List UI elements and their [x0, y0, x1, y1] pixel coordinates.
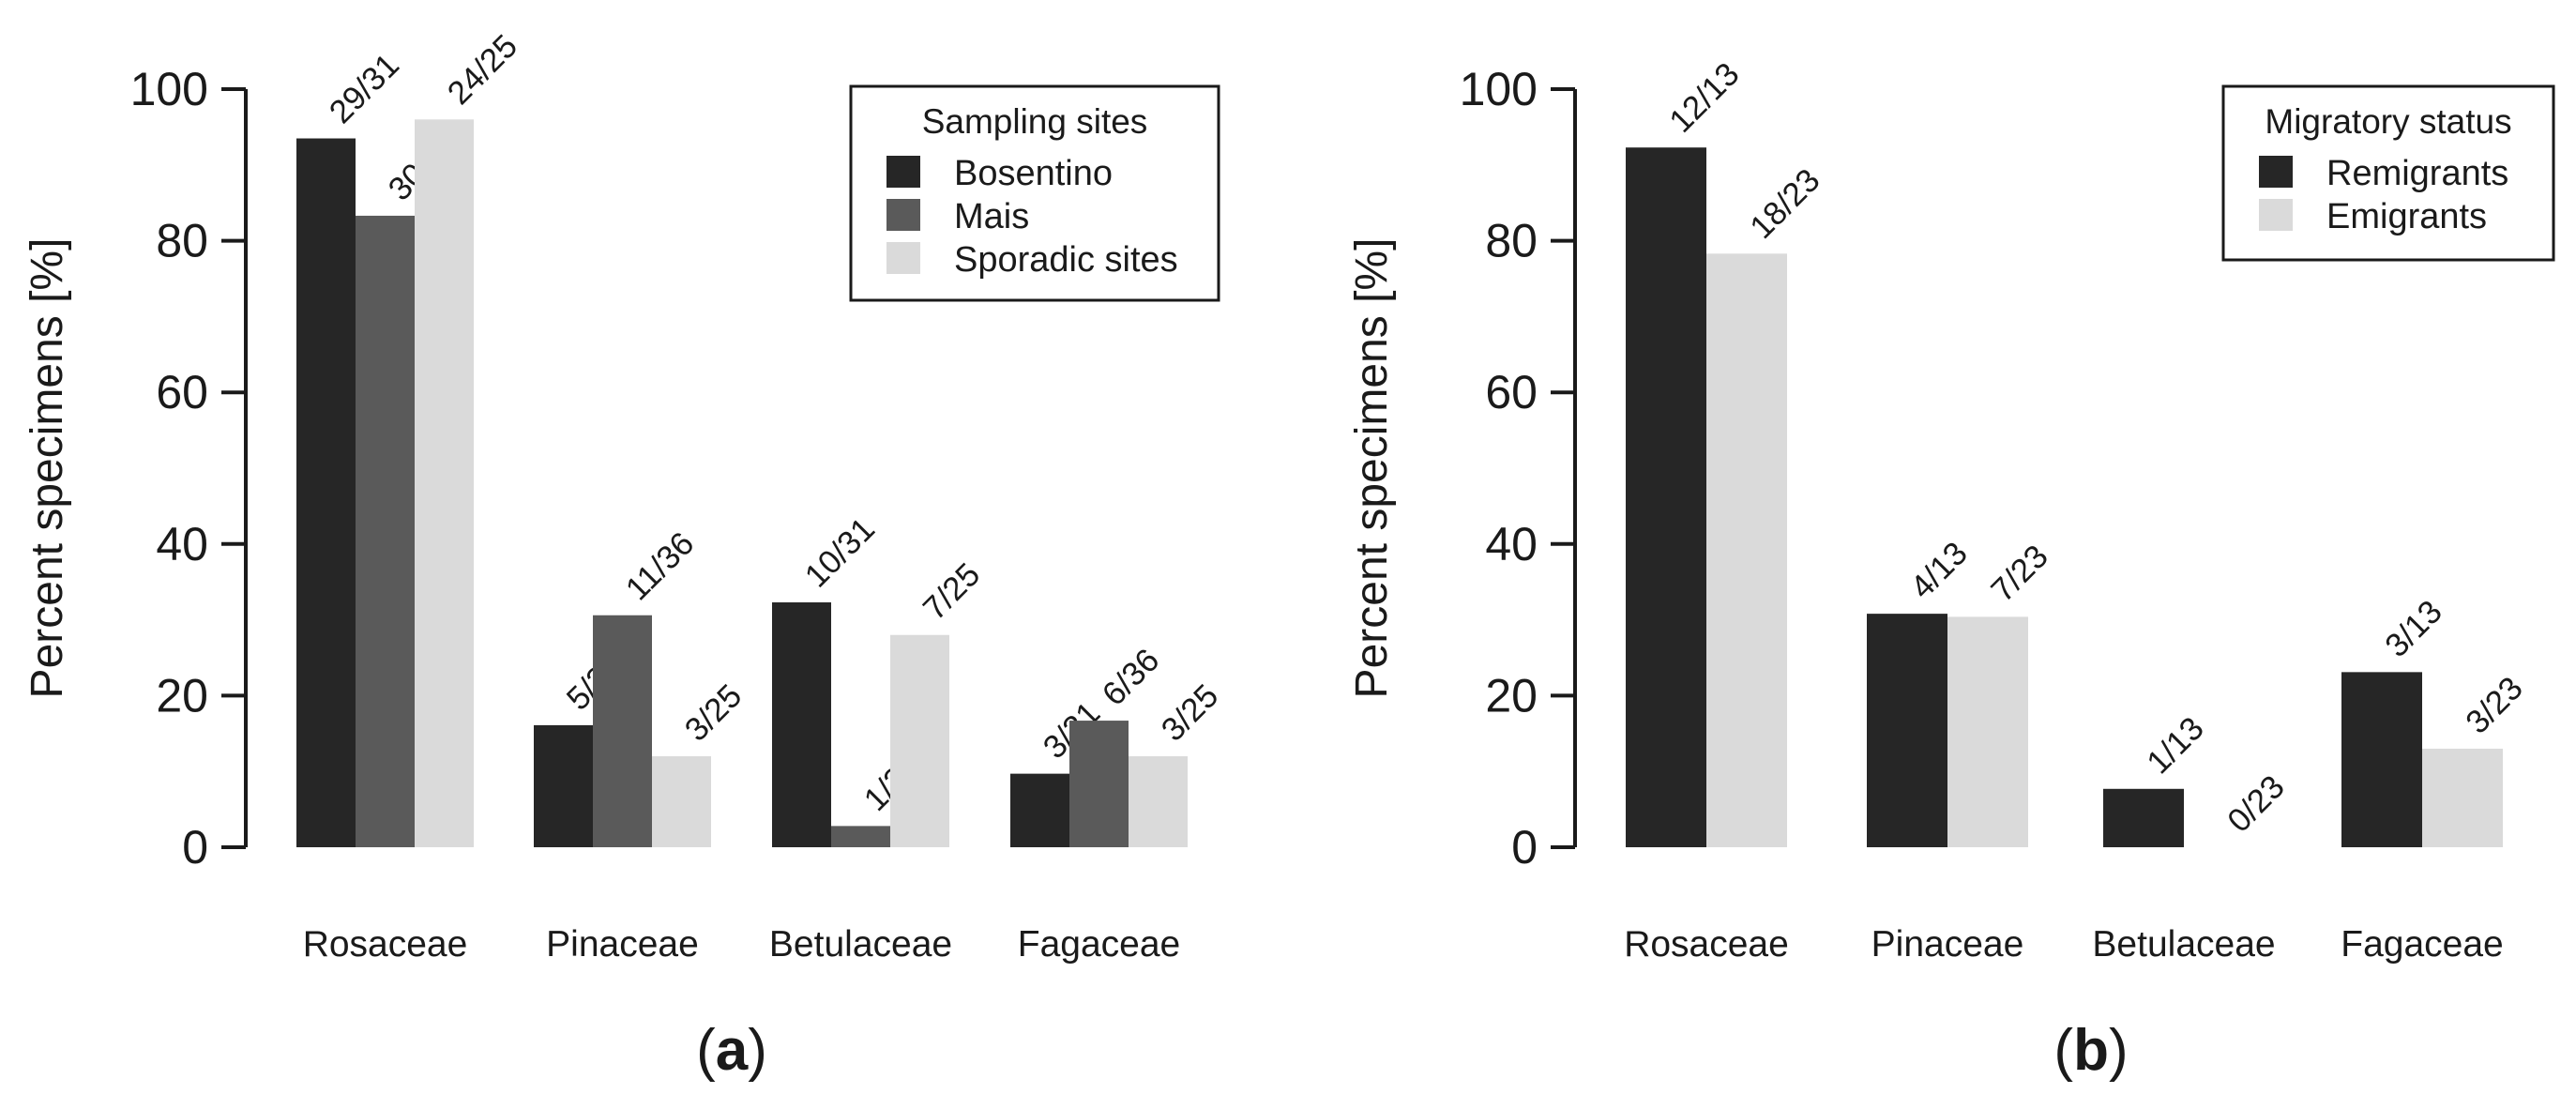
bar — [2422, 748, 2503, 847]
legend-title: Migratory status — [2265, 102, 2511, 141]
x-tick-label: Pinaceae — [1871, 924, 2024, 965]
bar — [1867, 614, 1947, 847]
data-label: 1/13 — [2140, 710, 2211, 782]
x-tick-label: Rosaceae — [303, 924, 468, 965]
legend-label: Bosentino — [954, 154, 1113, 193]
data-label: 10/31 — [798, 510, 883, 595]
y-tick-label: 60 — [156, 366, 208, 418]
bar — [1706, 253, 1787, 847]
legend-label: Mais — [954, 197, 1029, 236]
y-tick-label: 20 — [156, 669, 208, 722]
bar — [415, 119, 474, 847]
data-label: 12/13 — [1662, 55, 1747, 140]
legend-swatch — [886, 242, 920, 274]
bar — [1947, 616, 2028, 847]
x-tick-label: Fagaceae — [1018, 924, 1180, 965]
legend: Migratory status Remigrants Emigrants — [2221, 84, 2555, 262]
bar — [593, 615, 652, 847]
legend-label: Remigrants — [2326, 154, 2508, 193]
data-label: 3/23 — [2459, 670, 2530, 741]
y-tick-label: 0 — [1511, 821, 1538, 874]
x-tick-label: Fagaceae — [2341, 924, 2503, 965]
bar — [356, 215, 415, 847]
bar — [652, 756, 711, 847]
x-tick-label: Betulaceae — [769, 924, 952, 965]
y-tick-label: 100 — [130, 63, 208, 115]
chart-panel-a: 29/315/3110/313/3130/3611/361/366/3624/2… — [23, 27, 1225, 1083]
legend-swatch — [2259, 156, 2293, 188]
bar — [890, 634, 949, 847]
panel-label: (b) — [2053, 1018, 2128, 1083]
legend-label: Sporadic sites — [954, 240, 1178, 280]
bar — [2341, 672, 2422, 847]
panel-label: (a) — [696, 1018, 767, 1083]
data-label: 3/25 — [1155, 677, 1226, 749]
legend-swatch — [2259, 199, 2293, 231]
y-tick-label: 0 — [182, 821, 208, 874]
y-axis-label: Percent specimens [%] — [23, 238, 72, 699]
chart-panel-b: 12/13 4/13 1/13 3/13 18/23 7/23 0/23 3/23 0 20 40 6… — [1347, 55, 2555, 1083]
panel-label-open: ( — [2053, 1018, 2073, 1083]
x-tick-label: Pinaceae — [546, 924, 699, 965]
y-tick-label: 20 — [1485, 669, 1538, 722]
x-tick-label: Betulaceae — [2092, 924, 2275, 965]
bar — [772, 602, 831, 847]
data-label: 0/23 — [2220, 768, 2292, 840]
data-label: 29/31 — [323, 47, 407, 131]
panel-label-close: ) — [748, 1018, 767, 1083]
data-label: 3/13 — [2378, 593, 2449, 664]
legend-label: Emigrants — [2326, 197, 2487, 236]
y-axis-label: Percent specimens [%] — [1347, 238, 1397, 699]
panel-label-open: ( — [696, 1018, 716, 1083]
data-label: 24/25 — [441, 27, 525, 112]
bar — [1010, 773, 1069, 847]
bar — [1129, 756, 1188, 847]
y-tick-label: 100 — [1460, 63, 1538, 115]
bar — [534, 724, 593, 847]
bar — [1626, 147, 1706, 847]
data-label: 18/23 — [1743, 161, 1827, 246]
bar — [1069, 721, 1129, 847]
panel-label-letter: a — [716, 1018, 749, 1083]
data-label: 7/23 — [1984, 538, 2055, 609]
legend-swatch — [886, 156, 920, 188]
legend-title: Sampling sites — [922, 102, 1148, 141]
data-label: 11/36 — [619, 525, 702, 608]
y-tick-label: 40 — [156, 518, 208, 570]
y-tick-label: 60 — [1485, 366, 1538, 418]
legend: Sampling sites Bosentino Mais Sporadic site… — [849, 84, 1220, 302]
y-tick-label: 80 — [1485, 215, 1538, 267]
bar — [831, 826, 890, 847]
panel-label-close: ) — [2109, 1018, 2129, 1083]
y-tick-label: 80 — [156, 215, 208, 267]
panel-label-letter: b — [2073, 1018, 2109, 1083]
data-label: 3/25 — [678, 677, 750, 749]
bar — [296, 138, 356, 847]
legend-swatch — [886, 199, 920, 231]
y-tick-label: 40 — [1485, 518, 1538, 570]
data-label: 6/36 — [1096, 642, 1167, 713]
data-label: 7/25 — [917, 556, 988, 628]
data-label: 4/13 — [1903, 535, 1975, 606]
x-tick-label: Rosaceae — [1624, 924, 1789, 965]
bar — [2103, 788, 2184, 847]
